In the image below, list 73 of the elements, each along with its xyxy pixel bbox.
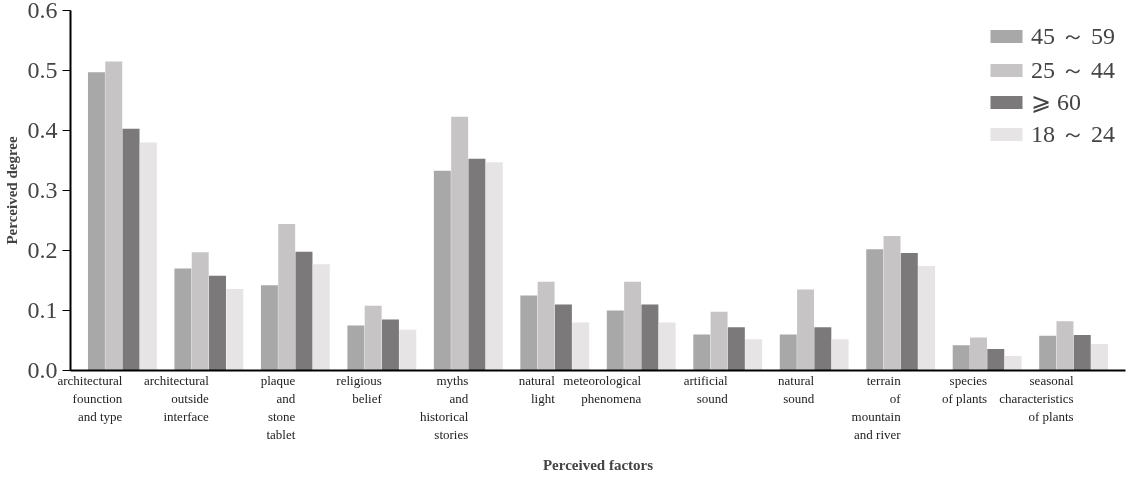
bar xyxy=(606,310,624,371)
bar xyxy=(381,319,399,371)
category-label: natural sound xyxy=(778,373,815,406)
category-label: terrain of mountain and river xyxy=(851,373,901,442)
bar xyxy=(1073,335,1091,371)
bar xyxy=(1056,321,1074,371)
bar xyxy=(347,325,365,371)
bar xyxy=(745,339,763,371)
bar xyxy=(260,285,278,371)
bar xyxy=(209,275,226,371)
y-tick-label: 0.0 xyxy=(27,357,58,383)
bar xyxy=(572,322,590,371)
bar xyxy=(814,327,832,371)
bar xyxy=(831,339,849,371)
bar xyxy=(1039,335,1057,371)
bar xyxy=(1091,344,1109,371)
bar xyxy=(105,61,123,371)
bar xyxy=(970,337,987,371)
bar xyxy=(278,224,296,371)
bar xyxy=(312,264,330,371)
bar xyxy=(918,266,936,371)
y-axis-title: Perceived degree xyxy=(3,136,20,245)
bar xyxy=(779,334,797,371)
bar xyxy=(468,158,486,371)
bar xyxy=(451,116,469,371)
bar xyxy=(433,170,451,371)
category-label: architectural outside interface xyxy=(143,373,209,424)
bar xyxy=(693,334,711,371)
category-label: meteorological phenomena xyxy=(563,373,642,406)
category-label: architectural founction and type xyxy=(57,373,123,424)
legend-label: 18 ～ 24 xyxy=(1031,120,1115,149)
bar xyxy=(87,72,105,371)
bar xyxy=(174,268,192,371)
category-label: myths and historical stories xyxy=(419,373,469,442)
y-tick-label: 0.6 xyxy=(27,0,58,23)
category-label: plaque and stone tablet xyxy=(260,373,296,442)
category-label: artificial sound xyxy=(683,373,728,406)
bar xyxy=(554,304,572,371)
category-label: species of plants xyxy=(942,373,988,406)
bar xyxy=(727,327,745,371)
category-label: religious belief xyxy=(336,373,382,406)
bar xyxy=(987,348,1005,371)
legend-label: 45 ～ 59 xyxy=(1031,22,1115,51)
bar xyxy=(520,295,538,371)
bar xyxy=(900,252,918,371)
y-tick-label: 0.4 xyxy=(27,117,58,143)
y-tick-label: 0.1 xyxy=(27,297,58,323)
bar xyxy=(364,305,382,371)
bar xyxy=(952,345,970,371)
y-tick-label: 0.5 xyxy=(27,57,58,83)
legend-label: ⩾ 60 xyxy=(1031,88,1081,116)
bar xyxy=(537,281,555,371)
bar xyxy=(399,329,417,371)
bar xyxy=(883,236,901,371)
bar xyxy=(710,311,728,371)
bar xyxy=(1004,356,1022,371)
bar xyxy=(658,322,676,371)
y-tick-label: 0.2 xyxy=(27,237,58,263)
bar xyxy=(641,304,659,371)
bar xyxy=(485,162,503,371)
category-label: seasonal characteristics of plants xyxy=(999,373,1074,424)
bar xyxy=(139,142,157,371)
x-axis-title: Perceived factors xyxy=(542,456,654,473)
legend-label: 25 ～ 44 xyxy=(1031,56,1115,85)
category-label: natural light xyxy=(518,373,555,406)
bar xyxy=(866,249,884,371)
bar xyxy=(122,128,140,371)
bar xyxy=(797,289,815,371)
bar xyxy=(226,288,244,371)
bar xyxy=(295,251,313,371)
bar xyxy=(191,252,209,371)
y-tick-label: 0.3 xyxy=(27,177,58,203)
bar xyxy=(624,281,642,371)
